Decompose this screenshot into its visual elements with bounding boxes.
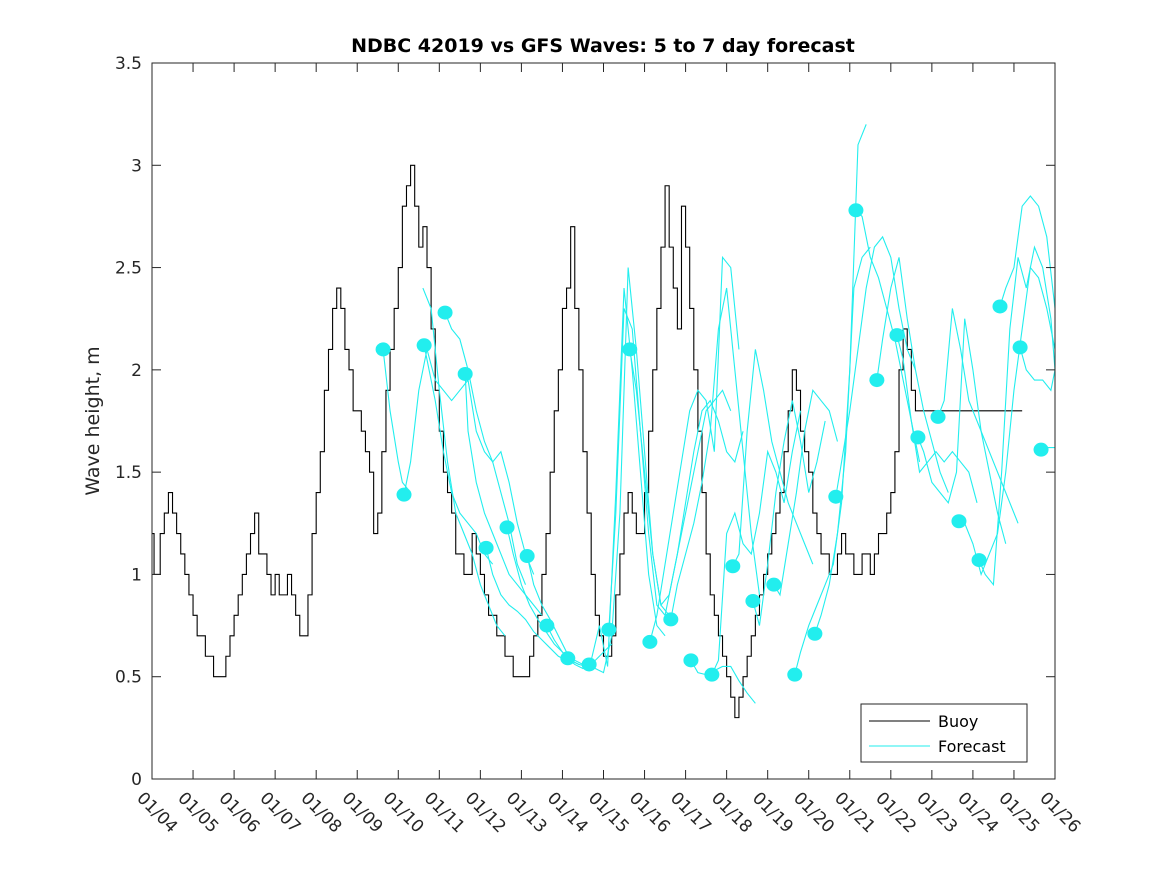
forecast-line: [567, 287, 666, 670]
forecast-line: [855, 209, 921, 463]
forecast-line: [1019, 347, 1056, 392]
forecast-line: [444, 312, 535, 575]
forecast-line: [937, 308, 1019, 524]
forecast-marker: [869, 373, 885, 388]
forecast-marker: [457, 366, 473, 381]
forecast-marker: [539, 618, 555, 633]
forecast-marker: [642, 634, 658, 649]
forecast-marker: [828, 489, 844, 504]
forecast-marker: [560, 651, 576, 666]
forecast-line: [773, 389, 838, 597]
forecast-marker: [437, 305, 453, 320]
forecast-line: [382, 349, 412, 493]
y-tick-label: 3.5: [115, 54, 142, 74]
forecast-line: [876, 257, 949, 493]
forecast-marker: [889, 328, 905, 343]
forecast-marker: [848, 203, 864, 218]
forecast-line: [999, 195, 1056, 309]
forecast-marker: [601, 622, 617, 637]
y-tick-label: 3: [131, 156, 142, 176]
forecast-marker: [807, 626, 823, 641]
forecast-line: [485, 547, 567, 661]
forecast-line: [835, 235, 916, 497]
forecast-marker: [951, 514, 967, 529]
legend: Buoy Forecast: [860, 703, 1028, 763]
forecast-line: [752, 400, 826, 626]
forecast-marker: [971, 553, 987, 568]
forecast-marker: [519, 549, 535, 564]
y-tick-label: 1.5: [115, 463, 142, 483]
forecast-marker: [683, 653, 699, 668]
forecast-line: [629, 349, 744, 607]
y-tick-label: 2.5: [115, 259, 142, 279]
forecast-line: [732, 349, 814, 567]
plot-area: [152, 63, 1055, 779]
forecast-line: [546, 625, 613, 668]
y-axis-label: Wave height, m: [82, 346, 104, 495]
legend-box: [860, 703, 1028, 763]
forecast-line: [690, 660, 756, 704]
forecast-marker: [787, 667, 803, 682]
forecast-marker: [745, 594, 761, 609]
forecast-marker: [1012, 340, 1028, 355]
forecast-marker: [766, 577, 782, 592]
forecast-marker: [416, 338, 432, 353]
forecast-marker: [663, 612, 679, 627]
forecast-line: [464, 373, 543, 616]
forecast-marker: [478, 540, 494, 555]
forecast-marker: [622, 342, 638, 357]
forecast-marker: [704, 667, 720, 682]
forecast-marker: [396, 487, 412, 502]
forecast-marker: [499, 520, 515, 535]
forecast-line: [794, 124, 867, 675]
marker-layer: [375, 203, 1049, 682]
legend-forecast-label: Forecast: [938, 737, 1006, 756]
chart-title: NDBC 42019 vs GFS Waves: 5 to 7 day fore…: [351, 35, 855, 57]
forecast-marker: [581, 657, 597, 672]
forecast-line: [917, 318, 1007, 544]
forecast-marker: [992, 299, 1008, 314]
y-tick-label: 2: [131, 361, 142, 381]
series-layer: [152, 124, 1056, 719]
forecast-marker: [1033, 442, 1049, 457]
y-tick-label: 0.5: [115, 668, 142, 688]
forecast-marker: [910, 430, 926, 445]
y-axis: 0 0.5 1 1.5 2 2.5 3 3.5: [115, 54, 1055, 790]
forecast-line: [958, 266, 1056, 577]
forecast-line: [526, 555, 592, 668]
forecast-line: [403, 349, 527, 585]
forecast-marker: [930, 409, 946, 424]
y-tick-label: 1: [131, 565, 142, 585]
forecast-line: [978, 245, 1056, 587]
forecast-line: [422, 287, 506, 637]
forecast-marker: [375, 342, 391, 357]
forecast-line: [649, 255, 740, 643]
y-tick-label: 0: [131, 770, 142, 790]
forecast-line: [896, 334, 978, 503]
forecast-marker: [725, 559, 741, 574]
legend-buoy-label: Buoy: [938, 712, 978, 731]
